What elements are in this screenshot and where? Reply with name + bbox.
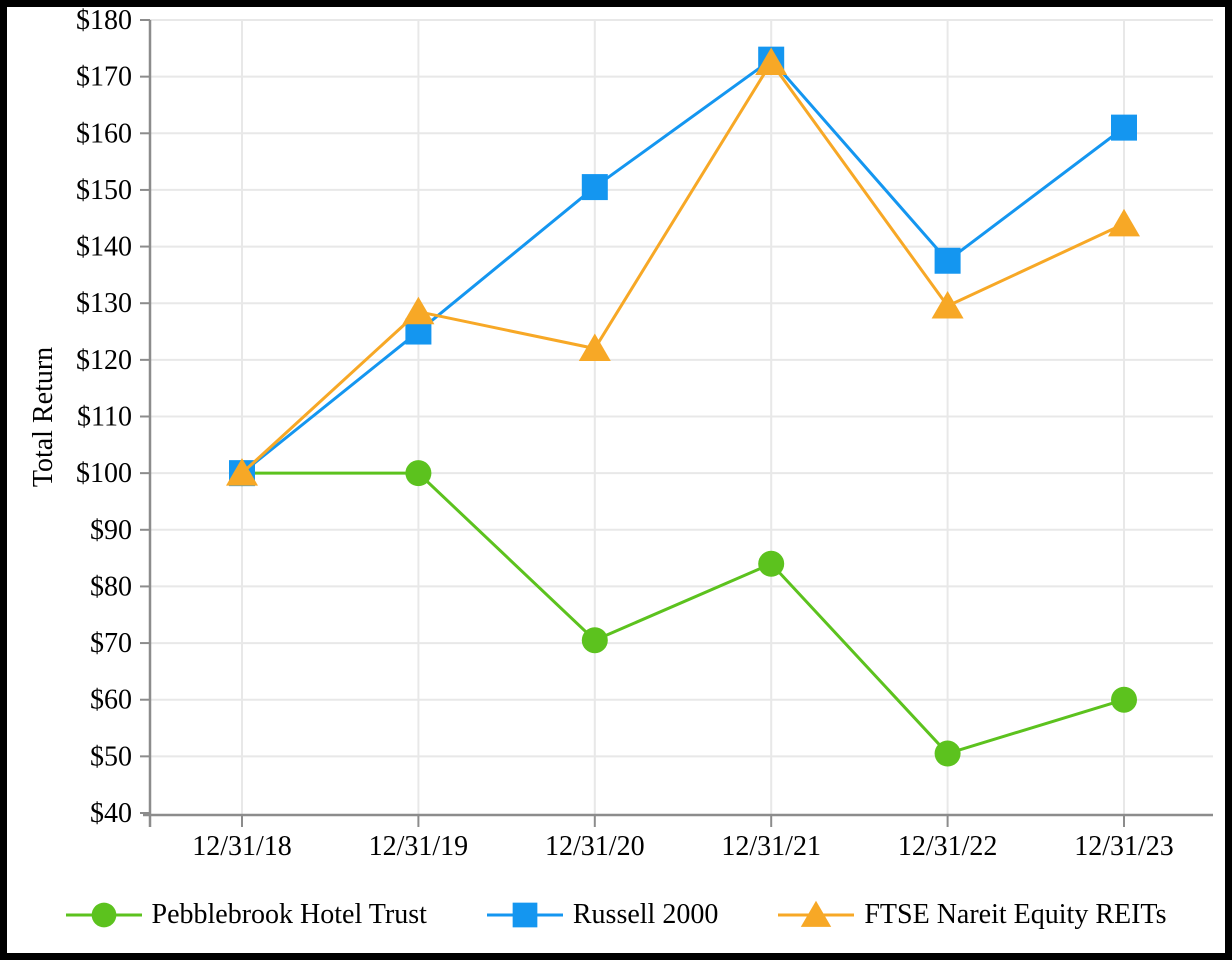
legend-swatch-square-icon <box>486 902 563 928</box>
y-tick-label: $180 <box>76 5 132 36</box>
y-tick-label: $140 <box>76 232 132 263</box>
x-tick-label: 12/31/22 <box>898 831 998 862</box>
legend-item: Russell 2000 <box>486 895 719 935</box>
y-tick-label: $80 <box>90 571 132 602</box>
chart-legend: Pebblebrook Hotel Trust Russell 2000 FTSE … <box>0 884 1232 946</box>
circle-marker <box>581 627 608 654</box>
triangle-marker <box>755 47 788 75</box>
y-tick-label: $50 <box>90 741 132 772</box>
square-marker <box>934 247 961 274</box>
x-tick-label: 12/31/20 <box>545 831 645 862</box>
triangle-marker <box>801 900 832 927</box>
gridlines-layer <box>150 19 1213 815</box>
y-tick-label: $120 <box>76 345 132 376</box>
circle-marker <box>934 740 961 767</box>
y-tick-label: $170 <box>76 62 132 93</box>
series-layer <box>226 46 1140 767</box>
legend-label: FTSE Nareit Equity REITs <box>864 899 1167 930</box>
triangle-marker <box>226 458 258 486</box>
triangle-marker <box>931 291 964 319</box>
x-tick-label: 12/31/21 <box>721 831 821 862</box>
series-line <box>242 471 1125 756</box>
y-tick-label: $110 <box>77 402 132 433</box>
axes-layer: $40 $50 $60 $70 $80 $90 $100 $110 $120 $130 $140 $1… <box>76 5 1213 862</box>
series-line <box>241 57 1125 475</box>
y-tick-label: $130 <box>76 288 132 319</box>
legend-label: Russell 2000 <box>572 899 719 930</box>
legend-label: Pebblebrook Hotel Trust <box>151 899 427 930</box>
x-tick-label: 12/31/19 <box>369 831 469 862</box>
x-tick-label: 12/31/23 <box>1074 831 1174 862</box>
y-tick-label: $40 <box>90 798 132 829</box>
series-line <box>240 59 1125 475</box>
circle-marker <box>91 902 116 928</box>
y-tick-label: $100 <box>76 458 132 489</box>
triangle-marker <box>578 333 611 362</box>
square-marker <box>581 174 608 201</box>
triangle-marker <box>402 296 435 325</box>
legend-item: FTSE Nareit Equity REITs <box>778 895 1166 935</box>
circle-marker <box>405 460 432 487</box>
circle-marker <box>758 550 785 577</box>
square-marker <box>1111 114 1137 141</box>
legend-swatch-triangle-icon <box>778 900 855 927</box>
y-tick-label: $70 <box>90 628 132 659</box>
y-tick-label: $160 <box>76 118 132 149</box>
x-tick-label: 12/31/18 <box>192 831 292 862</box>
circle-marker <box>1111 686 1137 713</box>
y-axis-title: Total Return <box>28 347 59 487</box>
triangle-marker <box>1108 208 1140 237</box>
legend-swatch-circle-icon <box>65 902 142 928</box>
legend-item: Pebblebrook Hotel Trust <box>65 895 427 935</box>
square-marker <box>512 902 538 928</box>
y-tick-label: $60 <box>90 685 132 716</box>
y-tick-label: $90 <box>90 515 132 546</box>
y-tick-label: $150 <box>76 175 132 206</box>
